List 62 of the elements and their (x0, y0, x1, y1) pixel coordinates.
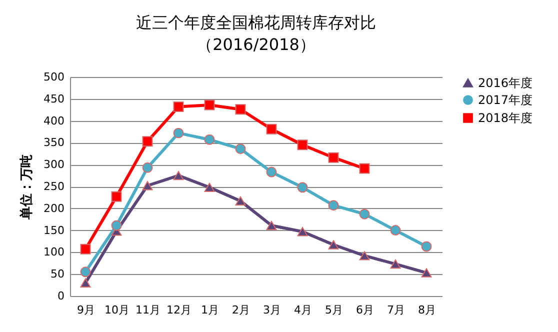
y-tick-label: 300 (44, 158, 64, 172)
point (111, 191, 122, 202)
point (204, 100, 215, 110)
y-axis-title: 单位：万吨 (18, 154, 35, 220)
point (80, 244, 91, 254)
y-tick-label: 50 (50, 268, 64, 281)
x-tick-label: 8月 (418, 304, 436, 316)
chart-title: 近三个年度全国棉花周转库存对比 (136, 13, 376, 32)
point (328, 240, 339, 250)
point (359, 163, 370, 174)
point (359, 208, 370, 220)
point (142, 162, 153, 173)
y-tick-label: 150 (44, 224, 64, 237)
y-tick-label: 100 (44, 246, 64, 259)
chart-subtitle: （2016/2018） (196, 35, 316, 54)
point (142, 136, 153, 147)
point (266, 220, 277, 230)
point (80, 266, 91, 278)
point (359, 251, 370, 260)
point (204, 134, 215, 145)
x-tick-label: 2月 (232, 304, 250, 316)
point (421, 268, 432, 278)
point (142, 181, 153, 190)
point (328, 200, 339, 211)
x-tick-label: 11月 (136, 304, 160, 316)
legend-label: 2018年度 (478, 111, 533, 125)
y-tick-label: 350 (44, 136, 64, 150)
point (111, 220, 122, 231)
x-tick-label: 10月 (104, 304, 130, 316)
y-tick-label: 500 (44, 70, 64, 84)
x-tick-label: 12月 (166, 304, 192, 316)
legend-label: 2016年度 (478, 76, 533, 90)
point (204, 182, 215, 192)
x-tick-label: 9月 (77, 304, 95, 316)
point (266, 124, 277, 134)
point (173, 102, 184, 112)
point (297, 182, 308, 193)
x-tick-label: 4月 (294, 304, 312, 316)
point (173, 170, 184, 180)
point (235, 144, 246, 154)
legend-label: 2017年度 (478, 93, 533, 107)
y-tick-label: 450 (44, 92, 64, 106)
point (173, 128, 184, 138)
x-tick-label: 5月 (325, 304, 343, 316)
x-tick-label: 1月 (201, 304, 219, 316)
point (266, 166, 277, 178)
point (80, 278, 91, 288)
x-tick-label: 6月 (356, 304, 374, 316)
point (390, 225, 401, 236)
x-tick-label: 7月 (387, 304, 405, 316)
y-tick-label: 200 (44, 202, 64, 215)
point (297, 140, 308, 150)
point (421, 241, 432, 252)
x-tick-label: 3月 (263, 304, 281, 316)
point (235, 104, 246, 115)
point (235, 196, 246, 206)
y-tick-label: 400 (44, 114, 64, 128)
point (390, 259, 401, 269)
point (297, 227, 308, 236)
point (328, 152, 339, 163)
y-tick-label: 250 (44, 180, 64, 193)
y-tick-label: 0 (58, 290, 64, 302)
